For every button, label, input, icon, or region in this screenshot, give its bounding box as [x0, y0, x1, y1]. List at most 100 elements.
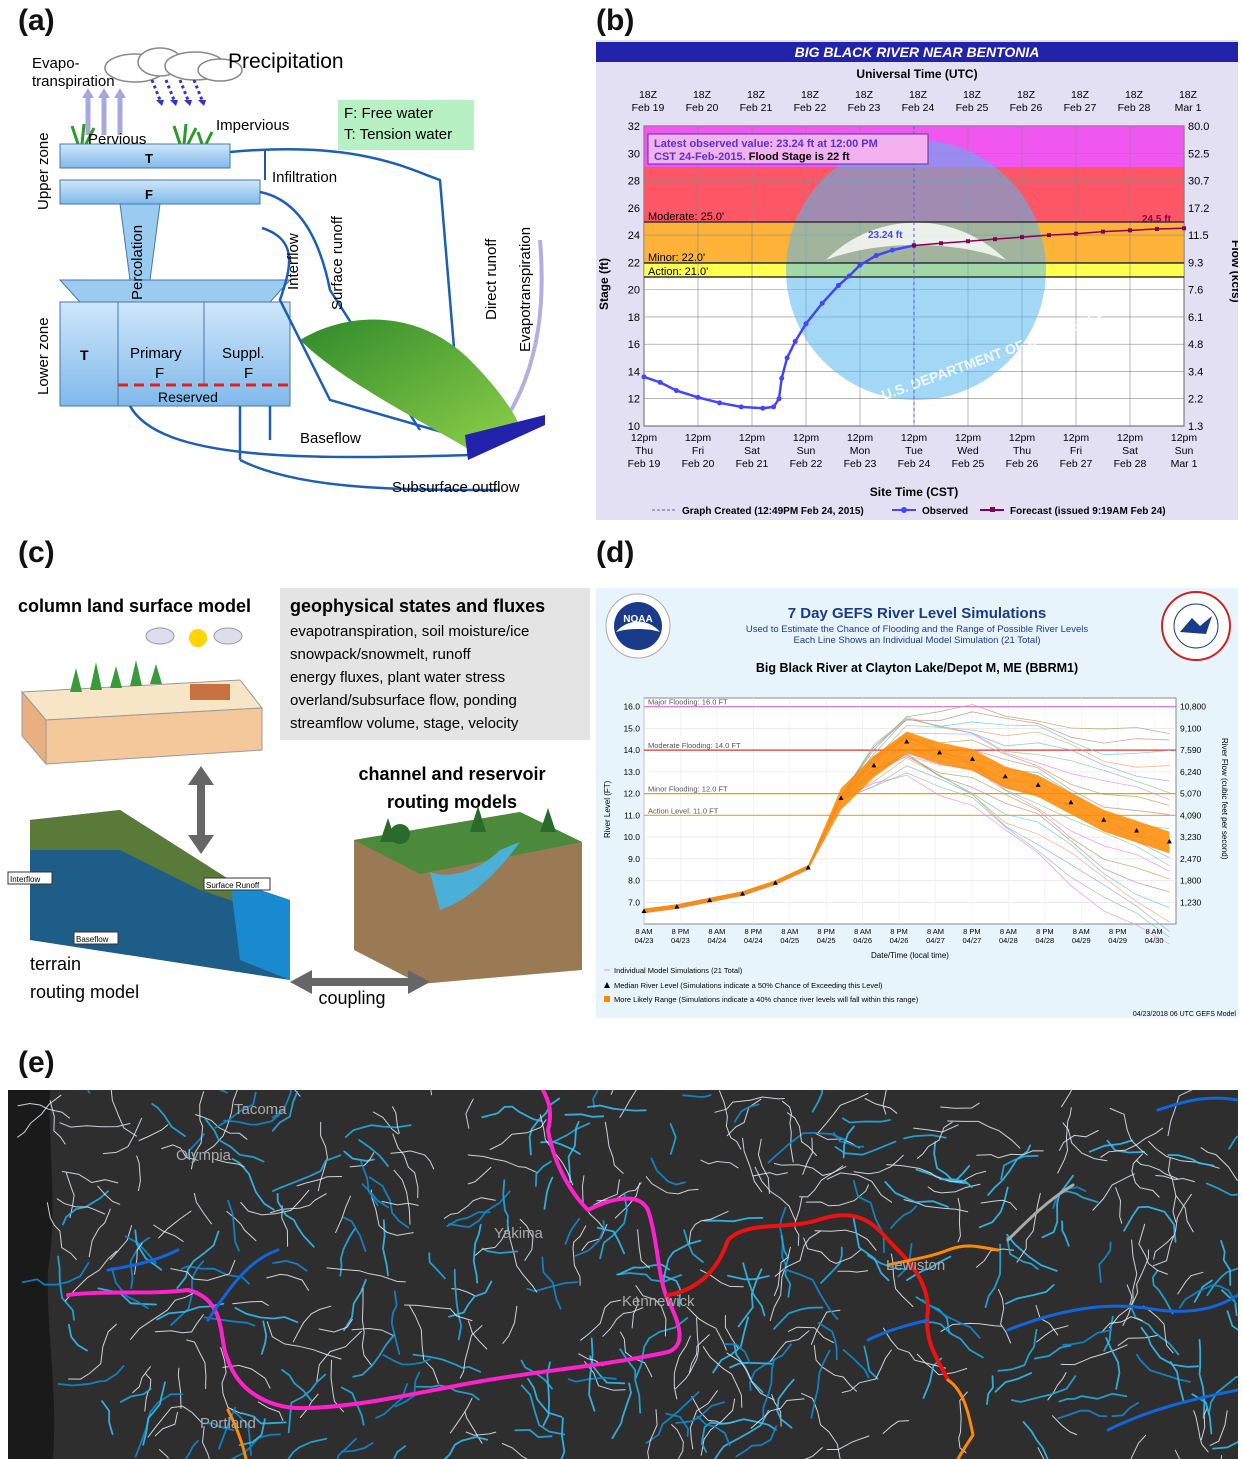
flow-tick-label: 11.5 [1188, 230, 1209, 242]
median-marker [1068, 799, 1074, 805]
geo-line-1: evapotranspiration, soil moisture/ice [290, 623, 529, 640]
tributary-stream [502, 1179, 509, 1233]
tributary-stream [675, 1401, 725, 1424]
tributary-stream [159, 1449, 169, 1459]
tributary-stream [130, 1290, 198, 1340]
tributary-stream [506, 1219, 538, 1293]
tributary-stream [619, 1090, 637, 1118]
tributary-stream [1006, 1236, 1039, 1270]
tributary-stream [782, 1100, 794, 1163]
site-time-tick-date: Feb 24 [898, 458, 931, 470]
tributary-stream [1140, 1326, 1200, 1368]
tributary-stream [1115, 1187, 1123, 1224]
stage-tick-label: 32 [628, 121, 640, 133]
tributary-stream [726, 1098, 762, 1137]
forecast-point [993, 237, 997, 242]
blue-river-5 [1156, 1096, 1238, 1112]
tributary-stream [489, 1119, 547, 1150]
tributary-stream [726, 1352, 775, 1401]
tributary-stream [287, 1437, 328, 1459]
forecast-point [1020, 235, 1024, 240]
tributary-stream [650, 1157, 686, 1186]
tributary-stream [978, 1186, 1009, 1229]
tributary-stream [933, 1141, 973, 1189]
tributary-stream [635, 1317, 689, 1379]
date-tick-time: 8 AM [635, 927, 652, 936]
river-flow-axis-label: River Flow (cubic feet per second) [1220, 738, 1229, 860]
tributary-stream [472, 1223, 482, 1284]
tributary-stream [817, 1093, 869, 1134]
tributary-stream [230, 1407, 252, 1456]
tributary-stream [842, 1117, 891, 1124]
geophysical-title: geophysical states and fluxes [290, 596, 545, 616]
utc-tick-label: 18Z [855, 89, 874, 101]
tributary-stream [61, 1171, 119, 1184]
river-flow-tick: 6,240 [1180, 767, 1202, 777]
site-time-tick: 12pm [1171, 432, 1198, 444]
river-network-map: Tacoma Olympia Yakima Kennewick Lewiston… [8, 1090, 1238, 1459]
tributary-stream [976, 1150, 1044, 1159]
cloud-icon [145, 627, 243, 645]
date-tick-time: 8 PM [1109, 927, 1127, 936]
tributary-stream [201, 1426, 210, 1459]
blue-river-1 [106, 1248, 180, 1272]
surface-runoff-label: Surface runoff [329, 215, 346, 310]
observed-point [803, 321, 809, 327]
orange-tributary-2 [886, 1244, 1000, 1267]
site-time-tick: 12pm [847, 432, 874, 444]
tributary-stream [119, 1388, 152, 1403]
utc-tick-label: 18Z [639, 89, 658, 101]
observed-point [889, 247, 895, 253]
tributary-stream [528, 1097, 561, 1156]
stage-tick-label: 16 [628, 339, 640, 351]
tributary-stream [501, 1443, 528, 1459]
forecast-point [1101, 229, 1105, 234]
tributary-stream [232, 1300, 269, 1306]
tributary-stream [700, 1398, 736, 1456]
tributary-stream [390, 1290, 401, 1355]
tributary-stream [514, 1428, 553, 1439]
tributary-stream [1036, 1325, 1069, 1343]
gray-river [1006, 1183, 1075, 1242]
tributary-stream [134, 1393, 184, 1458]
forecast-value-label: 24.5 ft [1142, 214, 1172, 225]
tributary-stream [853, 1154, 904, 1175]
forecast-point [1155, 226, 1159, 231]
panel-a-label: (a) [18, 4, 55, 37]
tributary-stream [519, 1218, 534, 1261]
coupled-model-diagram: column land surface model geophysical st… [7, 588, 590, 1008]
stage-tick-label: 24 [628, 230, 640, 242]
tributary-stream [448, 1190, 511, 1229]
site-time-tick-day: Wed [957, 445, 979, 457]
river-level-tick: 14.0 [623, 745, 640, 755]
tributary-stream [811, 1090, 824, 1113]
tributary-stream [882, 1420, 910, 1434]
tributary-stream [339, 1227, 356, 1277]
tributary-stream [190, 1091, 205, 1170]
tributary-stream [271, 1154, 342, 1192]
tributary-stream [757, 1138, 770, 1194]
tributary-stream [645, 1176, 699, 1195]
tributary-stream [688, 1210, 729, 1244]
tributary-stream [170, 1259, 236, 1281]
tributary-stream [599, 1192, 628, 1260]
tributary-stream [927, 1183, 981, 1194]
tributary-stream [813, 1344, 857, 1392]
tributary-stream [826, 1172, 893, 1203]
gefs-subtitle-1: Used to Estimate the Chance of Flooding … [746, 624, 1088, 635]
flow-axis-label: Flow (kcfs) [1229, 240, 1238, 303]
site-time-tick: 12pm [1117, 432, 1144, 444]
snake-river [666, 1213, 950, 1382]
date-tick-time: 8 AM [927, 927, 944, 936]
tributary-stream [481, 1247, 518, 1255]
tributary-stream [602, 1307, 644, 1337]
moderate-stage-label: Moderate: 25.0' [648, 211, 724, 223]
tributary-stream [842, 1349, 870, 1379]
threshold-label: Action Level: 11.0 FT [648, 806, 719, 815]
observed-point [673, 388, 679, 394]
site-time-tick-day: Mon [850, 445, 871, 457]
tributary-stream [453, 1268, 463, 1341]
utc-tick-label: 18Z [1125, 89, 1144, 101]
tributary-stream [260, 1320, 268, 1355]
city-lewiston: Lewiston [886, 1257, 945, 1274]
